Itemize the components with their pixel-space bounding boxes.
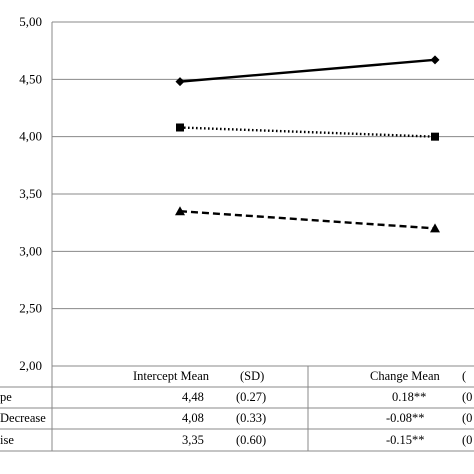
- series-group: [175, 55, 440, 233]
- y-tick-label: 2,50: [19, 301, 42, 316]
- series-line-3: [179, 210, 436, 230]
- y-tick-label: 4,50: [19, 71, 42, 86]
- series-1-point-2: [430, 55, 440, 65]
- row-2-group: Decrease: [0, 411, 46, 425]
- y-tick-label: 2,00: [19, 358, 42, 373]
- row-2-intercept: 4,08: [182, 411, 204, 425]
- row-1-group: pe: [0, 390, 12, 404]
- header-change-sd: (: [462, 369, 467, 383]
- y-tick-label: 3,00: [19, 243, 42, 258]
- y-tick-label: 5,00: [19, 14, 42, 29]
- row-3-group: ise: [0, 433, 14, 447]
- row-3-intercept-sd: (0.60): [236, 433, 267, 447]
- series-3-point-1: [175, 206, 185, 216]
- row-2-change: -0.08**: [386, 411, 425, 425]
- header-change-mean: Change Mean: [370, 369, 440, 383]
- series-1-point-1: [175, 77, 185, 87]
- y-tick-labels: 2,00 2,50 3,00 3,50 4,00 4,50 5,00: [19, 14, 42, 373]
- series-3-point-2: [430, 223, 440, 233]
- series-line-2: [179, 126, 436, 138]
- series-2-point-1: [176, 123, 184, 132]
- row-2-intercept-sd: (0.33): [236, 411, 267, 425]
- row-1-intercept: 4,48: [182, 390, 204, 404]
- row-1-intercept-sd: (0.27): [236, 390, 267, 404]
- gridlines: [52, 21, 474, 367]
- row-3-change: -0.15**: [386, 433, 425, 447]
- row-3-intercept: 3,35: [182, 433, 204, 447]
- y-tick-label: 4,00: [19, 129, 42, 144]
- header-intercept-mean: Intercept Mean: [133, 369, 210, 383]
- row-1-change-sd: (0: [462, 390, 473, 404]
- header-intercept-sd: (SD): [240, 369, 265, 383]
- row-2-change-sd: (0: [462, 411, 473, 425]
- row-1-change: 0.18**: [392, 390, 427, 404]
- series-2-point-2: [431, 132, 439, 141]
- table-gridlines: [0, 366, 474, 452]
- row-3-change-sd: (0: [462, 433, 473, 447]
- series-line-1: [179, 58, 436, 83]
- y-tick-label: 3,50: [19, 186, 42, 201]
